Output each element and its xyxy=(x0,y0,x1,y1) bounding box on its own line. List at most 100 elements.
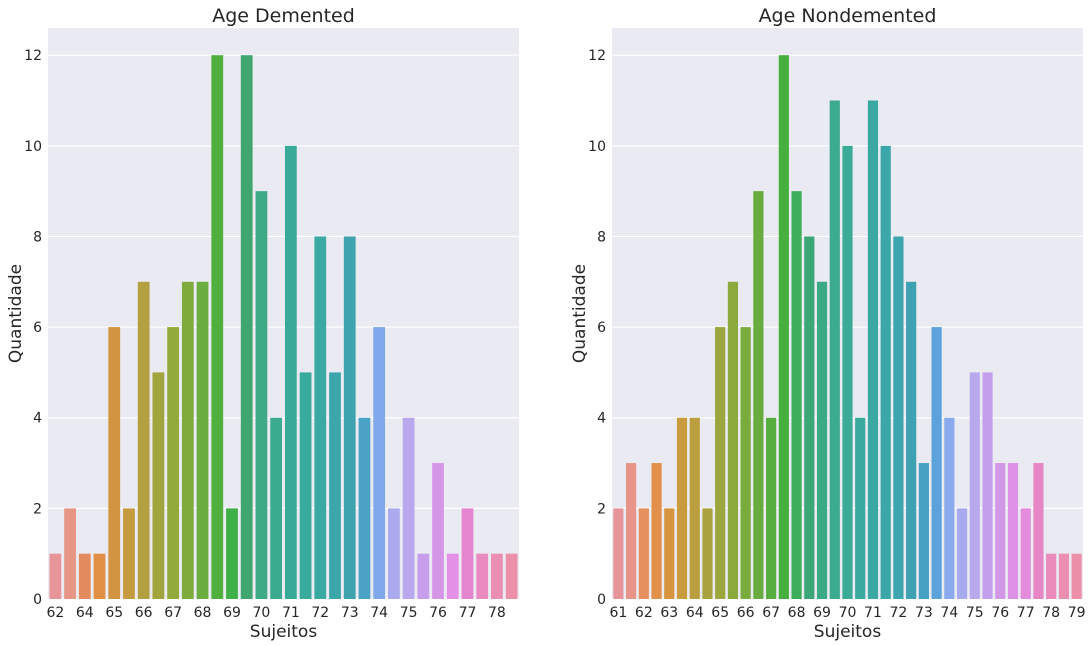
x-tick-label: 64 xyxy=(76,605,94,621)
x-tick-label: 68 xyxy=(788,605,806,621)
bar xyxy=(432,463,444,599)
bar xyxy=(702,508,713,599)
x-ticks: 61 62 63 64 65 66 67 68 69 70 71 72 73 74 75 76 77 78 79 xyxy=(609,605,1085,621)
bar xyxy=(314,236,327,599)
bar xyxy=(137,281,150,599)
x-tick-label: 78 xyxy=(488,605,506,621)
bar xyxy=(93,553,106,599)
bar xyxy=(123,508,135,599)
y-tick-label: 6 xyxy=(33,320,42,336)
bar xyxy=(476,553,489,599)
x-tick-label: 67 xyxy=(164,605,182,621)
y-tick-label: 4 xyxy=(33,411,42,427)
bar xyxy=(461,508,474,599)
bar xyxy=(284,145,297,600)
bar xyxy=(995,463,1006,599)
bar xyxy=(918,463,929,599)
x-tick-label: 73 xyxy=(915,605,933,621)
bar xyxy=(829,100,840,599)
bar xyxy=(816,281,828,599)
x-tick-label: 74 xyxy=(940,605,958,621)
y-tick-label: 12 xyxy=(24,48,42,64)
bar xyxy=(240,55,253,599)
bar xyxy=(753,191,764,599)
x-tick-label: 79 xyxy=(1068,605,1086,621)
x-tick-label: 65 xyxy=(105,605,123,621)
bar xyxy=(343,236,356,599)
bar xyxy=(446,553,459,599)
x-axis-label: Sujeitos xyxy=(250,622,318,642)
bar xyxy=(505,553,518,599)
x-tick-label: 71 xyxy=(282,605,300,621)
bar xyxy=(931,327,942,599)
bar xyxy=(64,508,76,599)
bar xyxy=(676,417,688,599)
x-tick-label: 63 xyxy=(660,605,678,621)
x-tick-label: 73 xyxy=(341,605,359,621)
bar xyxy=(78,553,91,599)
bar xyxy=(664,508,675,599)
bar xyxy=(49,553,62,599)
y-tick-label: 10 xyxy=(24,139,42,155)
x-tick-label: 72 xyxy=(890,605,908,621)
y-ticks: 0 2 4 6 8 10 12 xyxy=(24,48,42,608)
x-tick-label: 76 xyxy=(991,605,1009,621)
x-tick-label: 78 xyxy=(1042,605,1060,621)
bar xyxy=(766,417,777,599)
x-tick-label: 61 xyxy=(609,605,627,621)
bar xyxy=(880,145,891,600)
x-tick-label: 70 xyxy=(839,605,857,621)
x-tick-label: 77 xyxy=(1017,605,1035,621)
y-axis-label: Quantidade xyxy=(570,264,590,363)
bar xyxy=(1007,463,1019,599)
bar xyxy=(108,327,121,599)
y-axis-label: Quantidade xyxy=(6,264,26,363)
bars xyxy=(613,55,1082,600)
x-tick-label: 75 xyxy=(966,605,984,621)
bar xyxy=(956,508,968,599)
chart-title: Age Nondemented xyxy=(759,5,937,27)
bar xyxy=(715,327,726,599)
bar xyxy=(255,191,268,599)
y-tick-label: 2 xyxy=(33,501,42,517)
x-tick-label: 67 xyxy=(762,605,780,621)
x-tick-label: 72 xyxy=(311,605,329,621)
bar xyxy=(804,236,815,599)
bar xyxy=(727,281,739,599)
bar xyxy=(855,417,866,599)
bar xyxy=(969,372,980,599)
bar xyxy=(181,281,194,599)
x-tick-label: 74 xyxy=(370,605,388,621)
bar xyxy=(626,463,637,599)
x-tick-label: 62 xyxy=(635,605,653,621)
bar xyxy=(358,417,371,599)
bar xyxy=(329,372,341,599)
y-tick-label: 4 xyxy=(597,411,606,427)
x-tick-label: 71 xyxy=(864,605,882,621)
x-tick-label: 75 xyxy=(400,605,418,621)
bar xyxy=(982,372,993,599)
bar xyxy=(906,281,917,599)
bars xyxy=(49,55,518,600)
x-axis-label: Sujeitos xyxy=(814,622,882,642)
y-tick-label: 10 xyxy=(588,139,606,155)
chart-title: Age Demented xyxy=(212,5,355,27)
bar xyxy=(689,417,700,599)
bar xyxy=(893,236,904,599)
x-tick-label: 76 xyxy=(429,605,447,621)
bar xyxy=(417,553,430,599)
x-tick-label: 64 xyxy=(686,605,704,621)
y-tick-label: 0 xyxy=(33,592,42,608)
bar xyxy=(211,55,224,599)
bar xyxy=(388,508,400,599)
bar xyxy=(196,281,209,599)
x-tick-label: 62 xyxy=(46,605,64,621)
x-tick-label: 66 xyxy=(135,605,153,621)
x-ticks: 62 64 65 66 67 68 69 70 71 72 73 74 75 76 77 78 xyxy=(46,605,505,621)
bar xyxy=(152,372,165,599)
bar xyxy=(491,553,503,599)
x-tick-label: 68 xyxy=(194,605,212,621)
bar xyxy=(299,372,312,599)
